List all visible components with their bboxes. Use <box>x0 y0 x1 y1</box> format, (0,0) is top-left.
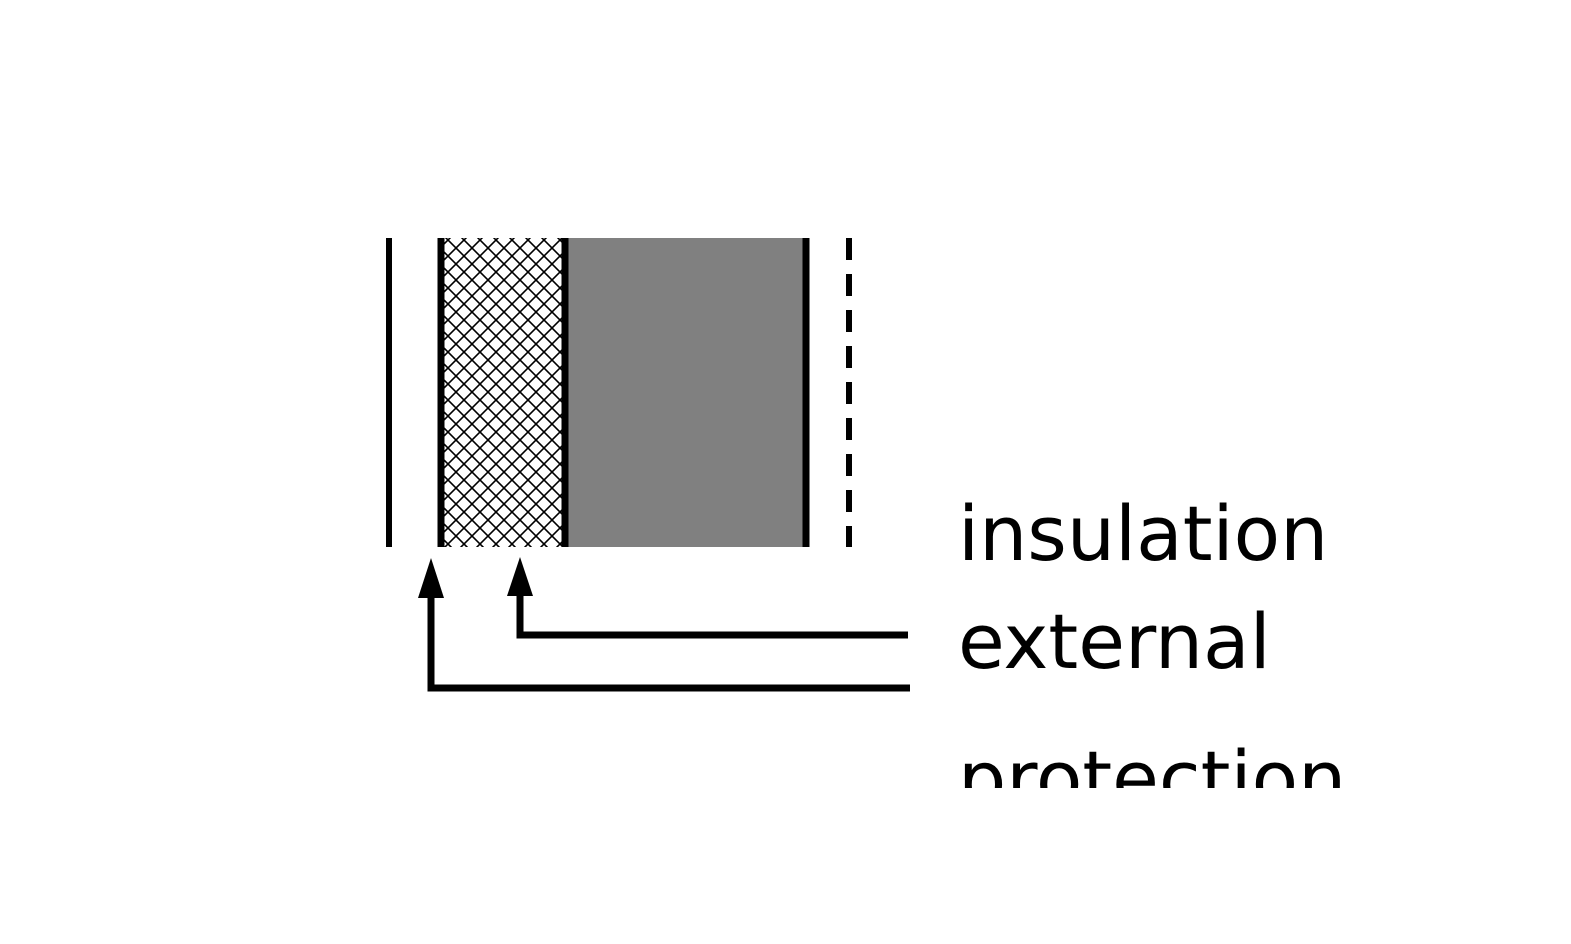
up-arrow-icon <box>418 558 444 598</box>
gray-core-layer <box>565 238 806 547</box>
arrow-to-hatch-layer <box>507 557 908 639</box>
arrow-to-left-boundary <box>418 558 910 692</box>
label-insulation: insulation <box>958 489 1328 578</box>
label-protection: protection <box>958 734 1346 823</box>
up-arrow-icon <box>507 557 533 596</box>
crosshatch-layer <box>441 238 565 547</box>
label-external: external <box>958 597 1271 686</box>
